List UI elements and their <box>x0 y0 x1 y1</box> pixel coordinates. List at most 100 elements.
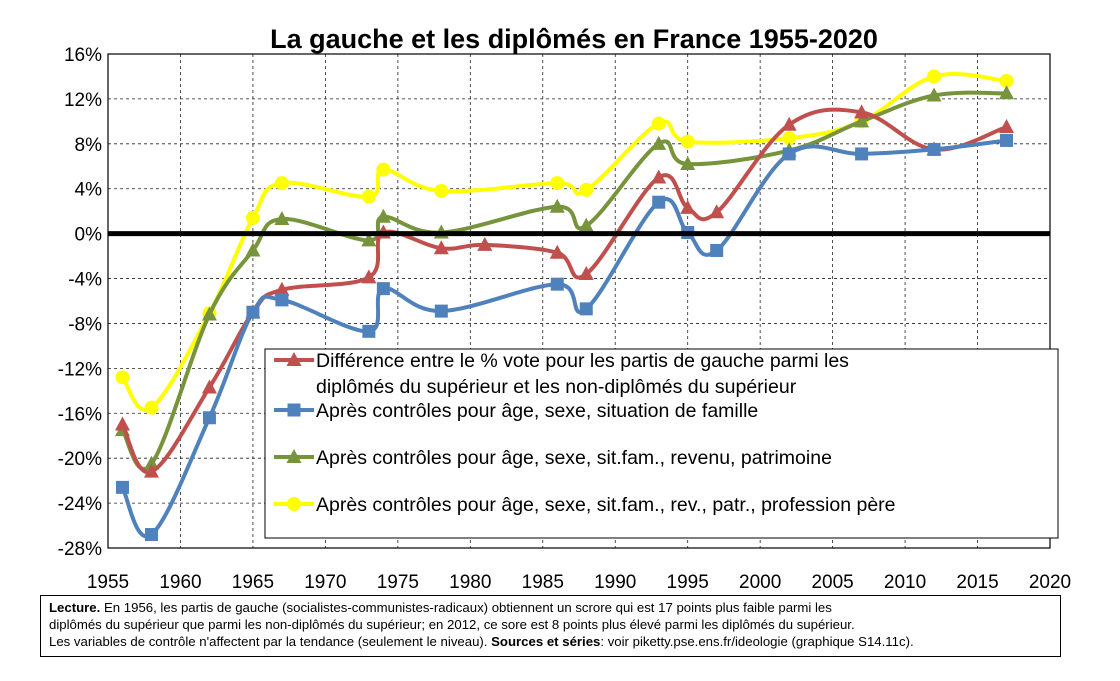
series-line <box>120 90 1009 471</box>
legend-entry-1: Différence entre le % vote pour les part… <box>274 350 849 398</box>
data-point <box>114 416 130 431</box>
data-point <box>999 118 1015 133</box>
data-point <box>201 306 217 321</box>
legend-marker <box>287 403 301 417</box>
chart-title: La gauche et les diplômés en France 1955… <box>270 24 878 54</box>
x-tick-label: 1975 <box>377 572 419 593</box>
data-point <box>477 236 493 251</box>
x-tick-label: 2005 <box>811 572 853 593</box>
legend-label: Différence entre le % vote pour les part… <box>316 350 849 372</box>
x-tick-label: 1990 <box>594 572 636 593</box>
x-tick-label: 2015 <box>956 572 998 593</box>
axis-ticks: 16% 12% 8% 4% 0% -4% -8% -12% -16% -20% -24% -28% 19… <box>58 45 1072 593</box>
y-tick-label: 12% <box>64 90 102 111</box>
y-tick-label: 4% <box>75 180 103 201</box>
data-point <box>376 282 390 296</box>
data-point <box>362 324 376 338</box>
data-point <box>144 400 159 415</box>
data-point <box>999 73 1014 88</box>
data-point <box>433 240 449 255</box>
data-point <box>245 210 260 225</box>
data-point <box>550 277 564 291</box>
data-point <box>854 113 870 128</box>
data-point <box>143 455 159 470</box>
data-point <box>854 104 870 119</box>
data-point <box>709 204 725 219</box>
note-line1: En 1956, les partis de gauche (socialist… <box>100 600 832 615</box>
y-tick-label: 8% <box>75 135 103 156</box>
line-chart: La gauche et les diplômés en France 1955… <box>58 24 1072 593</box>
note-line3-end: : voir piketty.pse.ens.fr/ideologie (gra… <box>600 634 914 649</box>
data-point <box>144 528 158 542</box>
data-point <box>680 156 696 171</box>
data-point <box>361 232 377 247</box>
legend-entry-4: Après contrôles pour âge, sexe, sit.fam.… <box>274 494 896 516</box>
data-point <box>246 305 260 319</box>
data-point <box>361 269 377 284</box>
y-tick-label: 16% <box>64 45 102 66</box>
series-2 <box>115 133 1014 542</box>
data-point <box>782 131 797 146</box>
note-line3-start: Les variables de contrôle n'affectent pa… <box>49 634 492 649</box>
data-point <box>579 182 594 197</box>
data-point <box>434 183 449 198</box>
data-point <box>143 463 159 478</box>
data-point <box>550 176 565 191</box>
x-tick-label: 1955 <box>87 572 129 593</box>
data-point <box>361 189 376 204</box>
x-tick-label: 1980 <box>449 572 491 593</box>
data-point <box>710 243 724 257</box>
data-point <box>680 134 695 149</box>
x-tick-label: 1970 <box>304 572 346 593</box>
y-tick-label: -20% <box>58 449 102 470</box>
x-tick-label: 1995 <box>667 572 709 593</box>
y-tick-label: 0% <box>75 225 103 246</box>
data-point <box>999 85 1015 100</box>
legend-entry-3: Après contrôles pour âge, sexe, sit.fam.… <box>274 447 832 469</box>
y-tick-label: -4% <box>68 270 102 291</box>
data-point <box>927 69 942 84</box>
data-point <box>274 176 289 191</box>
legend-marker <box>286 449 302 463</box>
legend: Différence entre le % vote pour les part… <box>264 348 1059 539</box>
data-point <box>549 198 565 213</box>
data-point <box>115 480 129 494</box>
data-point <box>202 411 216 425</box>
data-point <box>579 302 593 316</box>
data-point <box>927 142 941 156</box>
data-point <box>115 370 130 385</box>
data-point <box>375 208 391 223</box>
legend-label: diplômés du supérieur et les non-diplômé… <box>316 376 797 398</box>
note-line2: diplômés du supérieur que parmi les non-… <box>49 617 855 632</box>
legend-label: Après contrôles pour âge, sexe, sit.fam.… <box>316 447 832 469</box>
data-point <box>245 242 261 257</box>
note-lecture-label: Lecture. <box>49 600 101 615</box>
legend-label: Après contrôles pour âge, sexe, sit.fam.… <box>316 494 896 516</box>
x-tick-label: 1960 <box>159 572 201 593</box>
legend-marker <box>287 497 301 511</box>
data-point <box>376 162 391 177</box>
y-tick-label: -28% <box>58 539 102 560</box>
data-point <box>578 217 594 232</box>
plot-frame <box>107 53 1051 549</box>
x-tick-label: 1985 <box>522 572 564 593</box>
y-tick-label: -16% <box>58 404 102 425</box>
data-point <box>549 244 565 259</box>
x-tick-label: 1965 <box>232 572 274 593</box>
data-point <box>652 195 666 209</box>
data-point <box>274 211 290 226</box>
y-tick-label: -24% <box>58 494 102 515</box>
reading-note: Lecture. En 1956, les partis de gauche (… <box>40 595 1061 657</box>
x-tick-label: 2000 <box>739 572 781 593</box>
data-point <box>274 281 290 296</box>
series-line <box>120 107 1009 475</box>
series-line <box>120 72 1009 412</box>
series-layer <box>114 69 1015 542</box>
x-tick-label: 2010 <box>884 572 926 593</box>
series-3 <box>114 85 1015 471</box>
data-point <box>651 135 667 150</box>
y-tick-label: -8% <box>68 314 102 335</box>
data-point <box>926 87 942 102</box>
data-point <box>651 116 666 131</box>
data-point <box>781 116 797 131</box>
